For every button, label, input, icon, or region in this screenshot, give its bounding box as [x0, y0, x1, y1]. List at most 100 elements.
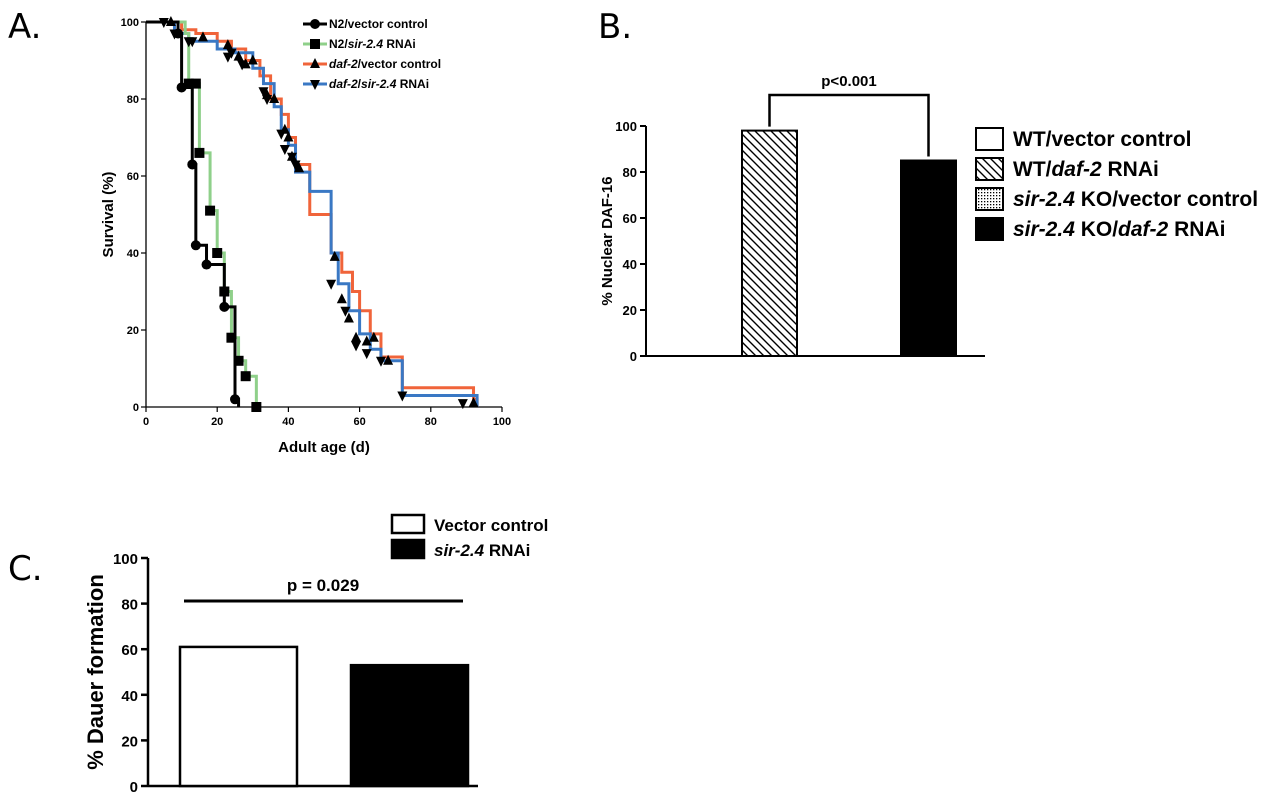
- y-tick-label: 20: [623, 303, 637, 318]
- data-point-s1: [205, 205, 216, 216]
- data-point-s2: [361, 335, 372, 346]
- data-point-s2: [329, 250, 340, 261]
- y-tick-label: 80: [623, 165, 637, 180]
- data-point-s2: [351, 331, 362, 342]
- legend-label-2-part: sir-2.4: [1013, 188, 1075, 211]
- y-tick-label: 0: [133, 402, 139, 414]
- x-tick-label: 100: [493, 416, 511, 428]
- legend-label-2-part: /vector control: [358, 57, 441, 71]
- data-point-s2: [222, 39, 233, 50]
- data-point-s1: [251, 402, 262, 412]
- p-value-label: p = 0.029: [287, 576, 359, 595]
- x-tick-label: 60: [353, 416, 365, 428]
- legend-label-2: daf-2/vector control: [329, 57, 441, 71]
- data-point-s2: [247, 54, 258, 65]
- y-tick-label: 60: [623, 211, 637, 226]
- legend-label-1-part: RNAi: [484, 541, 530, 560]
- legend-label-3-part: daf-2: [1118, 218, 1168, 241]
- dauer-formation-chart: 0 20 40 60 80 100 % Dauer formation p = 0.029 Ve…: [83, 513, 548, 796]
- data-point-s2: [368, 331, 379, 342]
- data-point-s3: [375, 356, 386, 367]
- x-tick-label: 40: [282, 416, 294, 428]
- data-point-s3: [237, 60, 248, 71]
- y-tick-label: 40: [121, 688, 138, 705]
- y-tick-label: 100: [113, 551, 138, 568]
- data-point-s3: [361, 349, 372, 360]
- legend-label-3: daf-2/sir-2.4 RNAi: [329, 77, 429, 91]
- data-point-s2: [468, 397, 479, 408]
- legend-label-0: Vector control: [434, 516, 548, 535]
- legend-marker-0: [310, 19, 320, 29]
- data-point-s0: [230, 394, 240, 405]
- data-point-s0: [219, 301, 230, 312]
- y-tick-label: 0: [630, 349, 637, 364]
- data-point-s3: [279, 145, 290, 156]
- data-point-s0: [173, 28, 184, 39]
- data-point-s1: [212, 248, 223, 258]
- y-tick-label: 0: [130, 779, 138, 796]
- legend-label-1: WT/daf-2 RNAi: [1013, 158, 1159, 181]
- data-point-s3: [258, 87, 269, 98]
- legend-label-3-part: sir-2.4: [1013, 218, 1075, 241]
- legend-swatch-1: [975, 157, 1004, 181]
- data-point-s0: [190, 240, 201, 251]
- data-point-s2: [197, 31, 208, 42]
- y-tick-label: 100: [121, 17, 139, 29]
- legend-marker-2: [310, 58, 320, 68]
- series-line-1: [146, 20, 258, 407]
- data-point-s2: [233, 50, 244, 61]
- data-point-s1: [240, 371, 251, 382]
- data-point-s1: [219, 286, 230, 297]
- y-tick-label: 40: [623, 257, 637, 272]
- data-point-s2: [294, 162, 305, 173]
- legend-label-0-part: WT/vector control: [1013, 128, 1192, 151]
- survival-chart: 0 20 40 60 80 100 0 20 40 60 80 100 Adult age (d) Sur…: [100, 16, 511, 456]
- data-point-s3: [276, 129, 287, 140]
- data-point-s2: [383, 354, 394, 365]
- bar-1: [900, 159, 957, 357]
- data-point-s3: [286, 152, 297, 163]
- data-point-s0: [201, 259, 212, 270]
- data-point-s3: [340, 306, 351, 317]
- legend-marker-1: [310, 39, 320, 49]
- data-point-s1: [233, 355, 244, 366]
- data-point-s0: [187, 159, 198, 170]
- legend-label-0: N2/vector control: [329, 17, 428, 31]
- p-value-label: p<0.001: [821, 73, 876, 90]
- data-point-s2: [336, 293, 347, 304]
- data-point-s1: [226, 332, 237, 343]
- legend-label-1-part: daf-2: [1051, 158, 1101, 181]
- legend-label-1-part: RNAi: [383, 37, 416, 51]
- legend-label-1-part: sir-2.4: [348, 37, 384, 51]
- legend-label-3-part: sir-2.4: [361, 77, 397, 91]
- legend-marker-3: [310, 80, 320, 90]
- legend-label-2-part: daf-2: [329, 57, 358, 71]
- legend-label-3-part: RNAi: [1168, 218, 1225, 241]
- legend-swatch-0: [975, 127, 1004, 151]
- y-axis-label: % Nuclear DAF-16: [599, 176, 616, 305]
- panel-label-c: C.: [8, 549, 43, 589]
- data-point-s2: [343, 312, 354, 323]
- legend-label-3: sir-2.4 KO/daf-2 RNAi: [1013, 218, 1225, 241]
- legend-label-0: WT/vector control: [1013, 128, 1192, 151]
- data-point-s0: [176, 82, 187, 93]
- y-tick-label: 20: [127, 325, 139, 337]
- panel-label-b: B.: [598, 7, 632, 47]
- data-point-s3: [290, 160, 301, 171]
- y-axis-label: Survival (%): [100, 172, 117, 258]
- legend-label-2: sir-2.4 KO/vector control: [1013, 188, 1258, 211]
- data-point-s2: [269, 93, 280, 103]
- data-point-s2: [165, 16, 176, 26]
- legend-swatch-0: [390, 513, 426, 535]
- data-point-s3: [457, 399, 468, 410]
- y-tick-label: 20: [121, 733, 138, 750]
- panel-label-a: A.: [8, 7, 41, 47]
- legend-label-1-part: WT/: [1013, 158, 1052, 181]
- data-point-s3: [262, 95, 273, 105]
- bar-0: [178, 645, 299, 788]
- legend-label-3-part: KO/: [1075, 218, 1118, 241]
- y-tick-label: 40: [127, 248, 139, 260]
- x-tick-label: 0: [143, 416, 149, 428]
- data-point-s1: [190, 78, 201, 89]
- x-axis-label: Adult age (d): [278, 439, 370, 456]
